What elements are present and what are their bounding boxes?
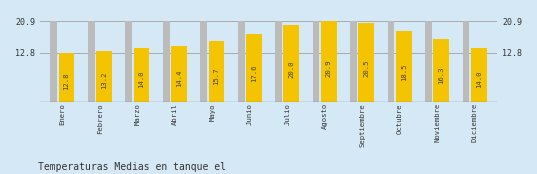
Text: 15.7: 15.7: [213, 68, 220, 85]
Bar: [88, 21, 95, 102]
Bar: [350, 21, 357, 102]
Bar: [96, 51, 112, 102]
Text: 12.8: 12.8: [63, 72, 69, 90]
Bar: [275, 21, 282, 102]
Bar: [471, 48, 487, 102]
Text: 14.4: 14.4: [176, 70, 182, 87]
Bar: [388, 21, 395, 102]
Bar: [313, 21, 320, 102]
Text: 13.2: 13.2: [101, 72, 107, 89]
Text: Temperaturas Medias en tanque el: Temperaturas Medias en tanque el: [38, 162, 226, 172]
Text: 14.0: 14.0: [476, 70, 482, 88]
Bar: [200, 21, 207, 102]
Bar: [134, 48, 149, 102]
Text: 16.3: 16.3: [438, 67, 444, 84]
Bar: [50, 21, 57, 102]
Bar: [171, 46, 187, 102]
Bar: [396, 31, 412, 102]
Bar: [163, 21, 170, 102]
Text: 20.9: 20.9: [326, 59, 332, 77]
Bar: [284, 25, 299, 102]
Bar: [359, 23, 374, 102]
Text: 20.0: 20.0: [288, 61, 294, 78]
Bar: [208, 41, 224, 102]
Bar: [433, 39, 449, 102]
Text: 18.5: 18.5: [401, 63, 407, 81]
Text: 14.0: 14.0: [139, 70, 144, 88]
Bar: [321, 21, 337, 102]
Text: 17.6: 17.6: [251, 65, 257, 82]
Bar: [246, 34, 262, 102]
Bar: [425, 21, 432, 102]
Text: 20.5: 20.5: [364, 60, 369, 77]
Bar: [463, 21, 469, 102]
Bar: [125, 21, 132, 102]
Bar: [238, 21, 244, 102]
Bar: [59, 53, 74, 102]
